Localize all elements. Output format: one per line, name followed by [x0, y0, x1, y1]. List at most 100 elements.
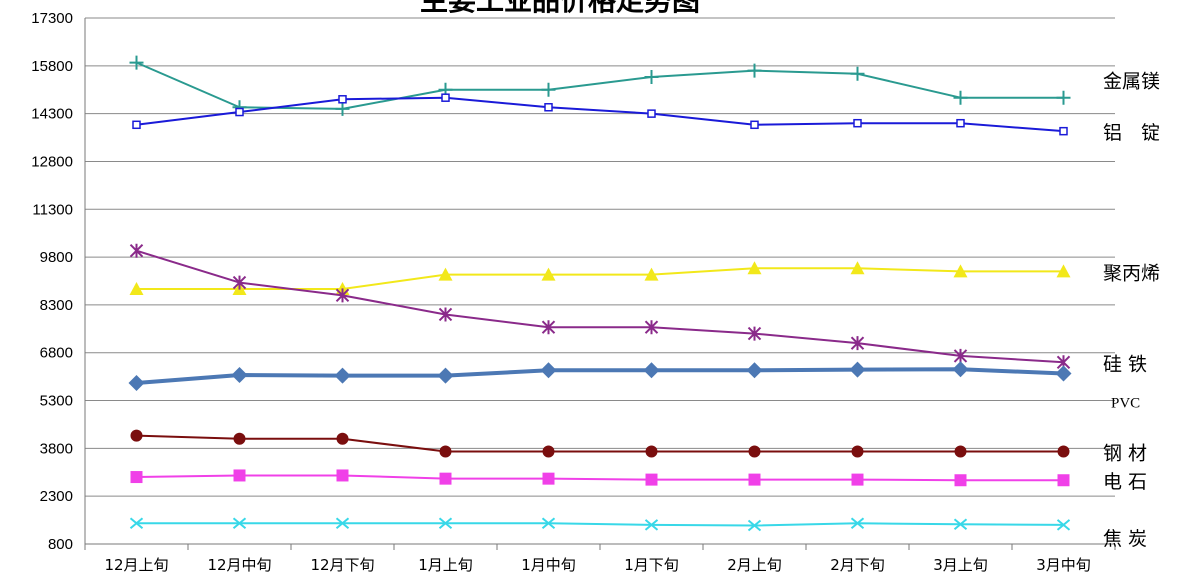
chart-title: 主要工业品价格走势图	[420, 0, 700, 17]
series-label: 焦 炭	[1103, 528, 1147, 550]
data-point	[1057, 474, 1070, 487]
data-point	[130, 471, 143, 484]
y-tick-label: 3800	[40, 440, 73, 457]
x-tick-label: 3月上旬	[933, 556, 988, 572]
data-point	[232, 275, 247, 290]
data-point	[747, 63, 762, 78]
data-point	[542, 472, 555, 485]
series-line	[136, 249, 1064, 364]
data-point	[645, 473, 658, 486]
data-point	[439, 472, 452, 485]
series-label: 铝 锭	[1103, 122, 1160, 144]
data-point	[130, 429, 143, 442]
x-tick-label: 12月上旬	[104, 556, 168, 572]
y-tick-label: 5300	[40, 393, 73, 410]
data-point	[129, 243, 144, 258]
x-tick-label: 2月上旬	[727, 556, 782, 572]
data-point	[1055, 365, 1072, 382]
series-6	[130, 469, 1070, 487]
data-point	[542, 445, 555, 458]
data-point	[953, 348, 968, 363]
data-point	[235, 107, 244, 117]
data-point	[231, 367, 248, 384]
data-point	[233, 469, 246, 482]
series-line	[136, 267, 1064, 290]
series-line	[136, 522, 1064, 527]
x-tick-label: 1月上旬	[418, 556, 473, 572]
data-point	[334, 367, 351, 384]
data-point	[747, 326, 762, 341]
data-point	[540, 362, 557, 379]
y-tick-label: 11300	[32, 201, 73, 218]
series-label: 钢 材	[1103, 443, 1147, 465]
data-point	[954, 474, 967, 487]
series-0	[129, 55, 1071, 116]
x-tick-label: 3月中旬	[1036, 556, 1091, 572]
series-label: PVC	[1111, 395, 1140, 411]
data-point	[129, 517, 144, 530]
data-point	[335, 517, 350, 530]
series-1	[132, 93, 1068, 136]
data-point	[336, 469, 349, 482]
data-point	[644, 519, 659, 531]
data-point	[953, 264, 968, 278]
data-point	[544, 103, 553, 112]
data-point	[750, 120, 759, 130]
data-point	[233, 432, 246, 445]
data-point	[747, 261, 762, 275]
gridlines	[85, 17, 1115, 497]
data-point	[952, 361, 969, 378]
x-tick-label: 12月中旬	[207, 556, 271, 572]
data-point	[850, 336, 865, 351]
data-point	[438, 517, 453, 530]
series-line	[136, 434, 1064, 453]
data-point	[438, 307, 453, 322]
data-point	[541, 320, 556, 335]
data-point	[232, 517, 247, 530]
y-tick-label: 9800	[40, 249, 73, 266]
data-point	[1059, 126, 1068, 136]
y-tick-label: 14300	[31, 106, 73, 123]
data-point	[1057, 445, 1070, 458]
y-tick-label: 6800	[40, 345, 73, 362]
data-point	[644, 69, 659, 84]
data-point	[644, 267, 659, 281]
data-point	[746, 362, 763, 379]
y-tick-label: 12800	[31, 153, 73, 170]
data-point	[954, 445, 967, 458]
axes: 800 2300 3800 5300 6800 8300 9800 11300 12800 143…	[31, 10, 1116, 572]
data-point	[338, 95, 347, 104]
data-point	[956, 118, 965, 128]
data-point	[953, 518, 968, 531]
data-point	[748, 473, 761, 486]
y-tick-label: 17300	[31, 10, 73, 27]
data-point	[129, 55, 144, 70]
y-tick-label: 2300	[40, 488, 73, 505]
y-tick-label: 8300	[40, 297, 73, 314]
series-label: 硅 铁	[1103, 353, 1147, 375]
series-4	[128, 361, 1072, 392]
data-point	[645, 445, 658, 458]
data-point	[1056, 90, 1071, 105]
data-point	[541, 517, 556, 530]
series-label: 金属镁	[1103, 71, 1160, 93]
data-point	[644, 320, 659, 335]
data-point	[335, 101, 350, 116]
series-label: 电 石	[1103, 471, 1147, 493]
data-point	[850, 66, 865, 81]
series-lines	[128, 55, 1072, 532]
data-point	[441, 93, 450, 102]
data-point	[336, 432, 349, 445]
series-line	[136, 61, 1064, 110]
data-point	[851, 445, 864, 458]
series-line	[136, 474, 1064, 482]
data-point	[128, 375, 145, 392]
x-tick-label: 12月下旬	[310, 556, 374, 572]
series-2	[129, 261, 1071, 295]
data-point	[850, 261, 865, 275]
data-point	[748, 445, 761, 458]
data-point	[953, 90, 968, 105]
data-point	[129, 281, 144, 295]
data-point	[851, 473, 864, 486]
